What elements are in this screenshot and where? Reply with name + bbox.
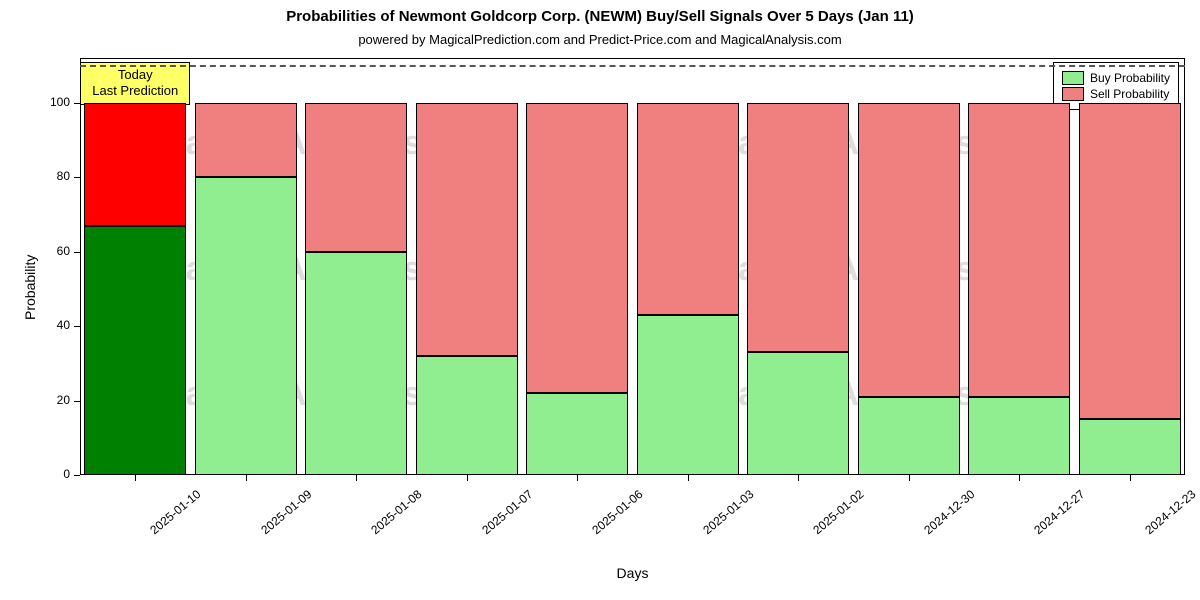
bar-sell <box>747 103 849 352</box>
x-tick <box>135 475 136 481</box>
bar-buy <box>637 315 739 475</box>
x-tick <box>356 475 357 481</box>
legend-swatch-buy <box>1062 71 1084 85</box>
legend-label-sell: Sell Probability <box>1090 87 1169 101</box>
bar-sell <box>305 103 407 252</box>
x-tick-label: 2025-01-09 <box>258 487 314 537</box>
y-tick-label: 20 <box>40 393 70 407</box>
x-tick-label: 2025-01-10 <box>148 487 204 537</box>
legend-row-sell: Sell Probability <box>1062 87 1170 101</box>
y-tick-label: 40 <box>40 318 70 332</box>
x-tick-label: 2025-01-07 <box>479 487 535 537</box>
chart-subtitle: powered by MagicalPrediction.com and Pre… <box>0 32 1200 47</box>
y-tick <box>74 103 80 104</box>
bar-buy <box>416 356 518 475</box>
y-tick <box>74 252 80 253</box>
bar-buy <box>968 397 1070 475</box>
legend-row-buy: Buy Probability <box>1062 71 1170 85</box>
bar-sell <box>858 103 960 397</box>
bar-buy <box>747 352 849 475</box>
y-axis-label: Probability <box>22 255 38 320</box>
x-tick-label: 2025-01-06 <box>590 487 646 537</box>
chart-title: Probabilities of Newmont Goldcorp Corp. … <box>0 8 1200 25</box>
y-tick <box>74 177 80 178</box>
bar-sell <box>416 103 518 356</box>
x-tick <box>246 475 247 481</box>
legend-swatch-sell <box>1062 87 1084 101</box>
today-callout: Today Last Prediction <box>80 62 190 105</box>
y-tick <box>74 475 80 476</box>
reference-line <box>80 65 1185 67</box>
bar-buy <box>195 177 297 475</box>
bar-sell <box>637 103 739 315</box>
callout-line-2: Last Prediction <box>89 83 181 99</box>
chart-container: Probabilities of Newmont Goldcorp Corp. … <box>0 0 1200 600</box>
x-tick-label: 2025-01-08 <box>369 487 425 537</box>
x-tick-label: 2024-12-27 <box>1032 487 1088 537</box>
x-tick-label: 2024-12-30 <box>921 487 977 537</box>
bar-buy <box>84 226 186 475</box>
x-tick <box>798 475 799 481</box>
bar-buy <box>858 397 960 475</box>
y-tick-label: 100 <box>40 95 70 109</box>
x-tick <box>688 475 689 481</box>
bar-sell <box>1079 103 1181 419</box>
bar-sell <box>968 103 1070 397</box>
x-tick-label: 2025-01-03 <box>700 487 756 537</box>
y-tick <box>74 326 80 327</box>
x-tick <box>467 475 468 481</box>
x-tick-label: 2024-12-23 <box>1142 487 1198 537</box>
bar-buy <box>1079 419 1181 475</box>
y-tick <box>74 401 80 402</box>
callout-line-1: Today <box>89 67 181 83</box>
x-tick <box>909 475 910 481</box>
x-tick <box>1019 475 1020 481</box>
x-tick-label: 2025-01-02 <box>811 487 867 537</box>
bar-sell <box>195 103 297 177</box>
y-tick-label: 80 <box>40 169 70 183</box>
x-axis-label: Days <box>80 565 1185 581</box>
legend-label-buy: Buy Probability <box>1090 71 1170 85</box>
x-tick <box>577 475 578 481</box>
x-tick <box>1130 475 1131 481</box>
bar-sell <box>526 103 628 393</box>
bar-buy <box>305 252 407 475</box>
y-tick-label: 60 <box>40 244 70 258</box>
bar-buy <box>526 393 628 475</box>
bar-sell <box>84 103 186 226</box>
y-tick-label: 0 <box>40 467 70 481</box>
